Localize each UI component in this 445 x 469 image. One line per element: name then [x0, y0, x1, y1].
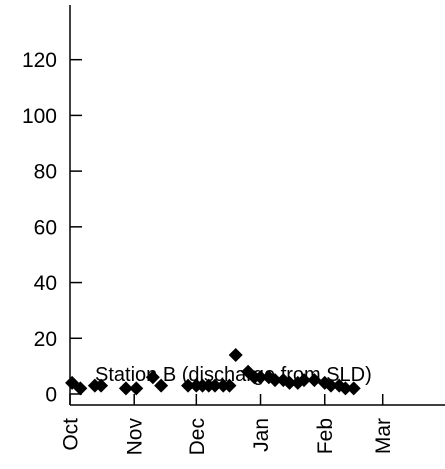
data-point [118, 381, 133, 396]
y-tick-label: 40 [34, 272, 57, 295]
data-point [307, 373, 322, 388]
data-point [154, 378, 169, 393]
data-point [253, 370, 268, 385]
y-tick-label: 80 [34, 161, 57, 184]
y-tick-label: 100 [22, 105, 57, 128]
data-point [268, 373, 283, 388]
x-tick-label-dec: Dec [186, 418, 209, 455]
y-ticks: 0 20 40 60 80 100 120 [22, 49, 82, 407]
data-point [94, 378, 109, 393]
x-tick-label-nov: Nov [124, 418, 147, 456]
x-tick-label-oct: Oct [60, 418, 83, 451]
y-tick-label: 120 [22, 49, 57, 72]
data-point [338, 381, 353, 396]
data-point [222, 378, 237, 393]
x-tick-label-mar: Mar [372, 418, 395, 454]
data-point [228, 347, 243, 362]
x-tick-label-jan: Jan [250, 418, 273, 452]
data-points [65, 347, 361, 396]
data-point [323, 378, 338, 393]
axes [69, 5, 445, 406]
data-point [73, 381, 88, 396]
data-point [282, 375, 297, 390]
x-ticks: Oct Nov Dec Jan Feb Mar [60, 394, 395, 456]
data-point [129, 381, 144, 396]
y-tick-label: 0 [45, 384, 57, 407]
series-annotation: Station B (discharge from SLD) [95, 364, 372, 386]
data-point [346, 381, 361, 396]
y-tick-label: 60 [34, 216, 57, 239]
y-tick-label: 20 [34, 328, 57, 351]
x-tick-label-feb: Feb [314, 418, 337, 454]
data-point [207, 378, 222, 393]
data-point [297, 373, 312, 388]
data-point [181, 378, 196, 393]
data-point [145, 370, 160, 385]
